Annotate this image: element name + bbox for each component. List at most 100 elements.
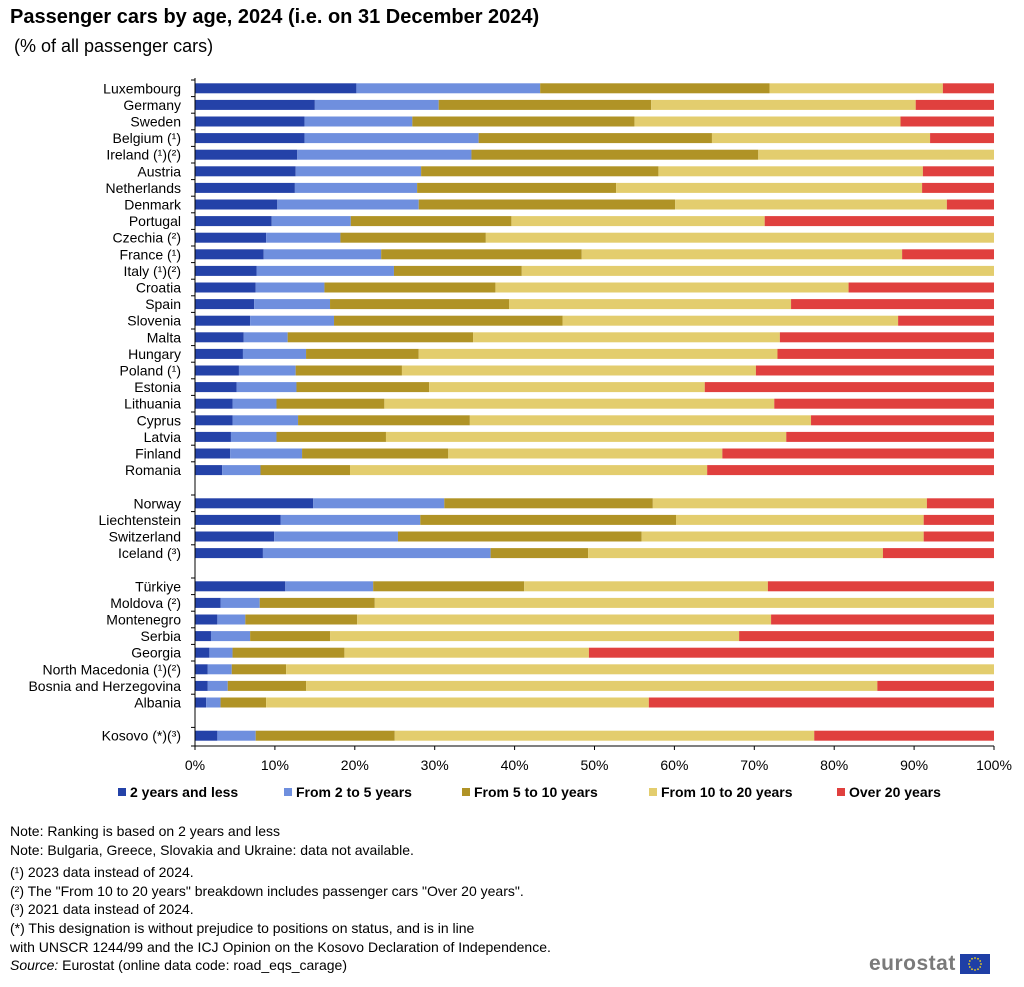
- source-label: Source:: [10, 957, 59, 974]
- bar-segment: [255, 730, 395, 741]
- bar-segment: [195, 664, 208, 675]
- bar-segment: [195, 448, 231, 459]
- bar-segment: [478, 133, 712, 144]
- category-label: Luxembourg: [103, 80, 181, 96]
- bar-segment: [206, 697, 221, 708]
- bar-segment: [350, 216, 512, 227]
- bar-segment: [195, 382, 237, 393]
- eu-flag-background: [959, 954, 990, 974]
- bar-segment: [231, 664, 287, 675]
- bar-segment: [285, 581, 374, 592]
- bar-segment: [277, 199, 419, 210]
- bar-segment: [651, 99, 916, 110]
- bar-segment: [418, 199, 676, 210]
- bar-segment: [220, 597, 260, 608]
- bar-segment: [675, 199, 947, 210]
- note-ranking: Note: Ranking is based on 2 years and le…: [10, 823, 281, 839]
- bar-segment: [271, 216, 351, 227]
- bar-segment: [373, 581, 525, 592]
- bar-segment: [438, 99, 652, 110]
- bar-segment: [256, 265, 394, 276]
- x-tick-label: 20%: [341, 757, 369, 773]
- bar-segment: [195, 398, 233, 409]
- eu-flag-star: [970, 957, 973, 960]
- bar-segment: [401, 365, 756, 376]
- eu-flag-icon: [959, 954, 990, 974]
- bar-segment: [296, 382, 430, 393]
- bar-segment: [314, 99, 439, 110]
- bar-segment: [232, 647, 345, 658]
- eu-flag-star: [973, 957, 976, 959]
- x-tick-label: 70%: [740, 757, 768, 773]
- bar-segment: [230, 448, 303, 459]
- category-label: Türkiye: [135, 578, 181, 594]
- bar-segment: [340, 232, 486, 243]
- bar-segment: [274, 531, 398, 542]
- category-label: Finland: [135, 446, 181, 462]
- eu-flag-star: [979, 963, 982, 965]
- bar-segment: [236, 382, 297, 393]
- bar-segment: [250, 315, 335, 326]
- bar-segment: [209, 647, 233, 658]
- bar-segment: [195, 581, 286, 592]
- bar-segment: [222, 465, 261, 476]
- bar-segment: [302, 448, 449, 459]
- category-label: Czechia (²): [113, 230, 181, 246]
- bar-segment: [266, 697, 649, 708]
- bar-segment: [230, 431, 277, 442]
- bar-segment: [926, 498, 994, 509]
- bar-segment: [210, 631, 251, 642]
- bar-segment: [774, 398, 994, 409]
- bar-segment: [243, 332, 288, 343]
- category-label: Hungary: [128, 346, 181, 362]
- bar-segment: [471, 149, 759, 160]
- bar-segment: [195, 647, 210, 658]
- bar-segment: [195, 465, 223, 476]
- bar-segment: [707, 465, 994, 476]
- category-label: Italy (¹)(²): [123, 263, 181, 279]
- bar-segment: [923, 531, 994, 542]
- category-label: Slovenia: [127, 313, 181, 329]
- category-label: Georgia: [131, 645, 181, 661]
- bar-segment: [930, 133, 994, 144]
- category-label: Liechtenstein: [98, 512, 181, 528]
- category-label: Poland (¹): [120, 363, 181, 379]
- eu-flag-star: [968, 966, 971, 968]
- category-label: Bosnia and Herzegovina: [28, 678, 181, 694]
- bar-segment: [195, 182, 295, 193]
- category-label: Croatia: [136, 280, 181, 296]
- legend-entry: From 2 to 5 years: [296, 784, 412, 800]
- bar-segment: [195, 232, 267, 243]
- category-label: Germany: [123, 97, 181, 113]
- bar-segment: [444, 498, 653, 509]
- bar-segment: [242, 348, 307, 359]
- bar-segment: [448, 448, 723, 459]
- bar-segment: [540, 83, 770, 94]
- legend-swatch: [462, 788, 470, 796]
- bar-segment: [298, 415, 470, 426]
- bar-segment: [722, 448, 994, 459]
- bar-segment: [946, 199, 994, 210]
- bar-segment: [711, 133, 931, 144]
- bar-segment: [811, 415, 994, 426]
- bar-segment: [384, 398, 775, 409]
- bar-segment: [902, 249, 994, 260]
- eu-flag-star: [979, 966, 981, 968]
- bar-segment: [195, 348, 243, 359]
- category-label: Portugal: [129, 213, 181, 229]
- category-label: Malta: [147, 329, 181, 345]
- category-label: Denmark: [124, 197, 182, 213]
- bar-segment: [330, 299, 510, 310]
- bar-segment: [195, 548, 263, 559]
- bar-segment: [195, 99, 315, 110]
- bar-segment: [304, 133, 479, 144]
- bar-segment: [195, 730, 218, 741]
- x-tick-label: 50%: [580, 757, 608, 773]
- legend-entry: 2 years and less: [130, 784, 238, 800]
- bar-segment: [418, 348, 778, 359]
- category-label: Sweden: [130, 114, 181, 130]
- bar-segment: [634, 116, 901, 127]
- category-label: Netherlands: [106, 180, 182, 196]
- bar-segment: [286, 664, 995, 675]
- bar-segment: [195, 315, 251, 326]
